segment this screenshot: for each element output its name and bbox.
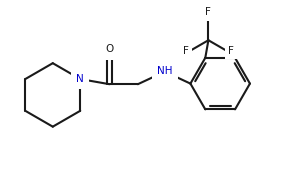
Text: NH: NH [157, 66, 173, 76]
Text: N: N [76, 74, 84, 84]
Text: F: F [228, 46, 234, 56]
Text: F: F [205, 7, 211, 17]
Text: F: F [183, 46, 188, 56]
Text: O: O [105, 44, 114, 55]
